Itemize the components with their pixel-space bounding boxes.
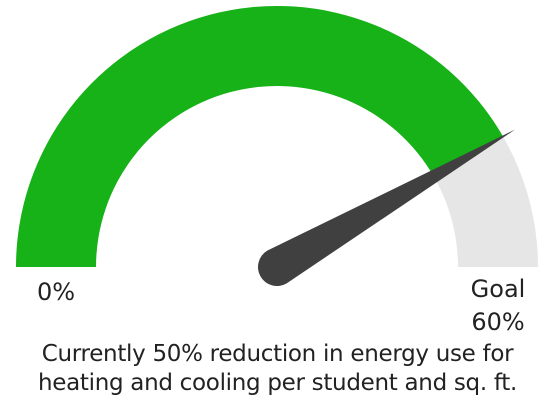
gauge-caption-line-2: heating and cooling per student and sq. …	[37, 370, 518, 396]
gauge-goal-value-label: 60%	[471, 308, 524, 336]
gauge-needle	[257, 129, 516, 287]
gauge-value-arc	[16, 6, 504, 267]
gauge-goal-label: Goal	[471, 275, 526, 303]
gauge-min-label: 0%	[37, 278, 75, 306]
gauge-caption-line-1: Currently 50% reduction in energy use fo…	[41, 341, 514, 367]
